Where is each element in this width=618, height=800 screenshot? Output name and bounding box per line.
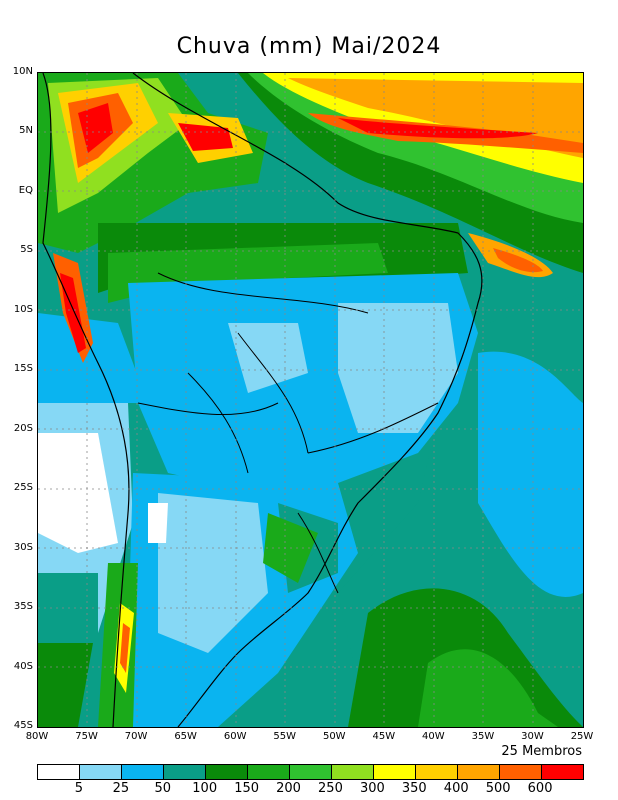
longitude-label: 80W	[25, 731, 49, 742]
legend-swatch	[458, 765, 500, 779]
legend-swatch	[164, 765, 206, 779]
legend-label: 50	[154, 781, 172, 796]
latitude-label: 5N	[19, 125, 33, 137]
legend-label: 150	[234, 781, 260, 796]
longitude-label: 55W	[273, 731, 297, 742]
latitude-label: 20S	[13, 422, 33, 434]
longitude-label: 50W	[322, 731, 346, 742]
longitude-label: 40W	[422, 731, 445, 742]
legend-swatch	[500, 765, 542, 779]
longitude-label: 60W	[223, 731, 247, 742]
country-borders	[137, 272, 439, 594]
legend-swatch	[38, 765, 80, 779]
legend-label: 200	[276, 781, 301, 796]
latitude-label: 5S	[20, 244, 33, 256]
legend-label: 100	[192, 781, 218, 796]
map-svg	[38, 73, 583, 727]
color-legend	[37, 764, 584, 780]
legend-swatch	[122, 765, 164, 779]
legend-swatch	[374, 765, 416, 779]
latitude-label: 35S	[13, 601, 33, 613]
longitude-label: 45W	[372, 731, 396, 742]
latitude-label: 10S	[13, 303, 33, 315]
latitude-label: 45S	[13, 720, 33, 731]
map-title: Chuva (mm) Mai/2024	[176, 34, 442, 59]
legend-swatch	[542, 765, 583, 779]
pacific-dry-zone	[38, 433, 118, 553]
legend-swatch	[290, 765, 332, 779]
latitude-label: 15S	[13, 363, 33, 375]
east-coastline	[132, 73, 483, 727]
legend-swatch	[248, 765, 290, 779]
legend-swatch	[416, 765, 458, 779]
longitude-label: 70W	[124, 731, 148, 742]
legend-labels: 5 25 50 100 150 200 250 300 350 400 500 600	[37, 781, 582, 797]
graticule	[38, 73, 583, 727]
longitude-label: 30W	[521, 731, 544, 742]
longitude-label: 35W	[471, 731, 495, 742]
legend-label: 500	[485, 781, 511, 796]
legend-label: 400	[443, 781, 469, 796]
longitude-label: 75W	[75, 731, 98, 742]
west-coastline	[42, 73, 130, 727]
atlantic-light-rain	[478, 351, 583, 597]
legend-label: 350	[401, 781, 427, 796]
legend-label: 250	[318, 781, 343, 796]
latitude-label: 25S	[13, 482, 33, 494]
legend-label: 25	[112, 781, 130, 796]
legend-swatch	[206, 765, 248, 779]
legend-swatch	[80, 765, 122, 779]
legend-swatch	[332, 765, 374, 779]
longitude-label: 25W	[570, 731, 594, 742]
legend-label: 5	[74, 781, 84, 796]
latitude-label: EQ	[18, 184, 33, 196]
legend-label: 600	[527, 781, 553, 796]
latitude-label: 10N	[12, 66, 33, 77]
legend-label: 300	[359, 781, 385, 796]
latitude-label: 30S	[13, 541, 33, 553]
ensemble-members-label: 25 Membros	[501, 744, 582, 759]
latitude-label: 40S	[13, 660, 33, 672]
longitude-label: 65W	[174, 731, 197, 742]
precipitation-map	[37, 72, 584, 728]
